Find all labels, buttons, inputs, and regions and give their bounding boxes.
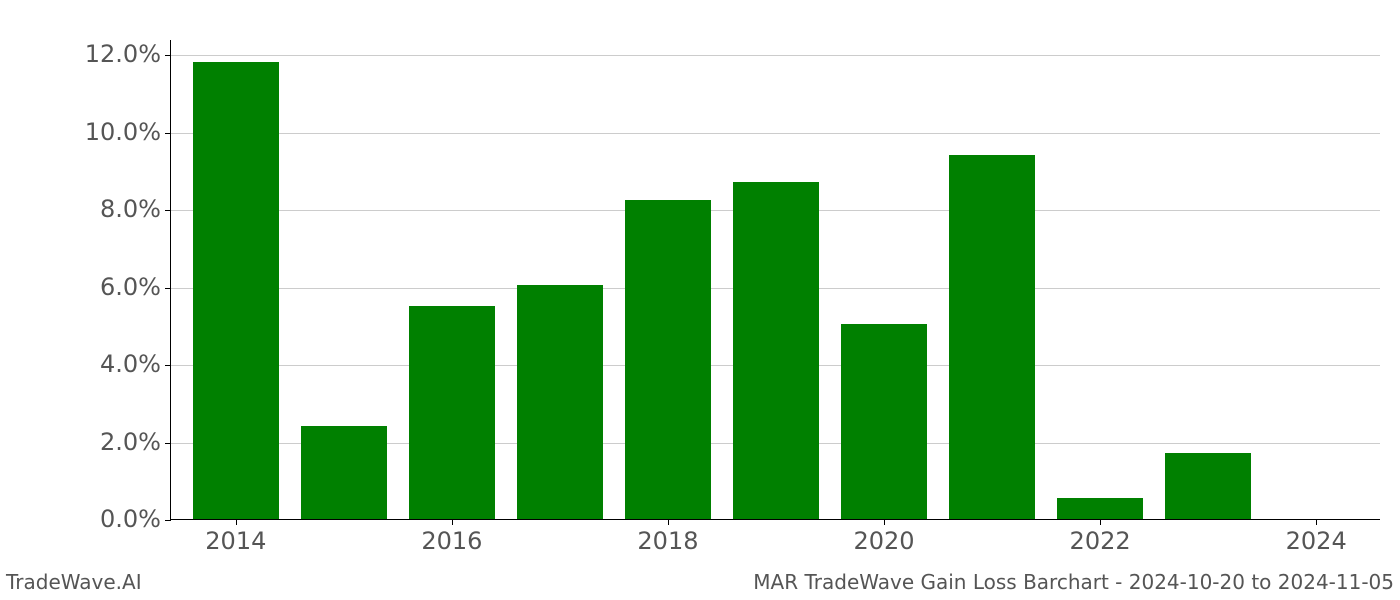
x-tick-label: 2018	[637, 519, 698, 555]
bar	[301, 426, 387, 519]
x-tick-label: 2016	[421, 519, 482, 555]
plot-area: 0.0%2.0%4.0%6.0%8.0%10.0%12.0%2014201620…	[170, 40, 1380, 520]
footer-left-text: TradeWave.AI	[6, 570, 142, 594]
bar	[193, 62, 279, 519]
gridline	[171, 133, 1380, 134]
bar	[409, 306, 495, 519]
y-tick-label: 0.0%	[100, 505, 171, 533]
bar	[1165, 453, 1251, 519]
bar	[841, 324, 927, 519]
gridline	[171, 55, 1380, 56]
x-tick-label: 2014	[205, 519, 266, 555]
bar	[625, 200, 711, 519]
bar	[733, 182, 819, 519]
chart-container: 0.0% 2.0% 4.0% 6.0% 8.0% 10.0% 12.0% 2014 2016 20…	[0, 0, 1400, 600]
bar	[949, 155, 1035, 519]
x-tick-label: 2024	[1286, 519, 1347, 555]
footer-right-text: MAR TradeWave Gain Loss Barchart - 2024-…	[753, 570, 1394, 594]
y-tick-label: 8.0%	[100, 195, 171, 223]
bar	[517, 285, 603, 519]
y-tick-label: 10.0%	[85, 118, 171, 146]
y-tick-label: 6.0%	[100, 273, 171, 301]
y-tick-label: 12.0%	[85, 40, 171, 68]
x-tick-label: 2020	[853, 519, 914, 555]
y-tick-label: 2.0%	[100, 428, 171, 456]
bar	[1057, 498, 1143, 519]
y-tick-label: 4.0%	[100, 350, 171, 378]
x-tick-label: 2022	[1070, 519, 1131, 555]
